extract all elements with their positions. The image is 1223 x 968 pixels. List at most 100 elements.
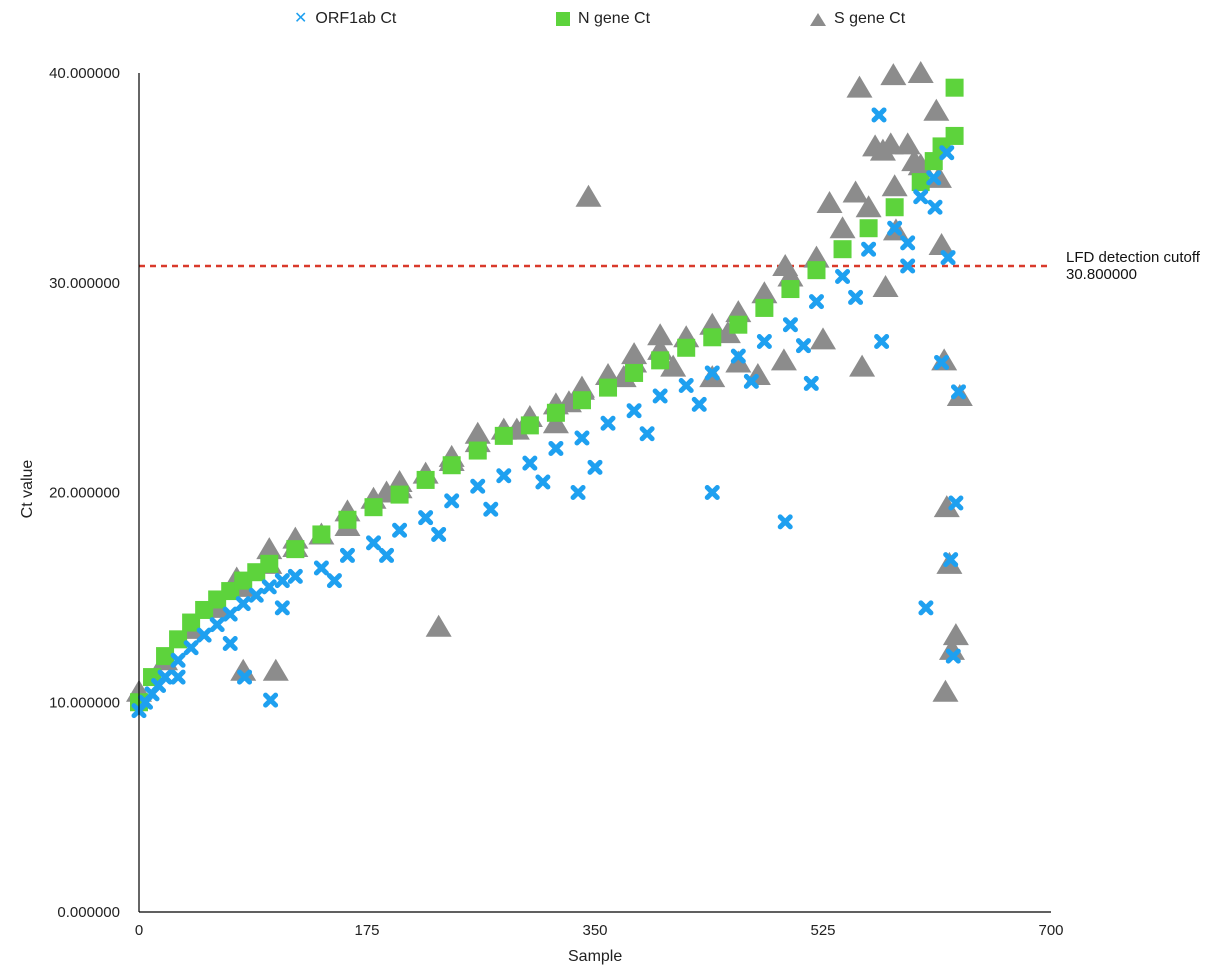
orf1ab-point <box>926 170 942 186</box>
orf1ab-point <box>730 348 746 364</box>
s-gene-point <box>881 174 908 197</box>
cutoff-annotation-value: 30.800000 <box>1066 266 1137 283</box>
axes-layer <box>138 73 1051 913</box>
x-tick-label: 525 <box>810 922 835 939</box>
x-axis-title: Sample <box>568 948 623 965</box>
orf1ab-point <box>835 268 851 284</box>
orf1ab-point <box>535 474 551 490</box>
n-gene-point <box>911 173 930 192</box>
orf1ab-point <box>848 289 864 305</box>
n-gene-point <box>468 441 487 460</box>
orf1ab-point <box>704 365 720 381</box>
s-gene-point <box>542 411 569 434</box>
n-gene-point <box>651 351 670 370</box>
n-gene-point <box>625 363 644 382</box>
n-gene-point <box>572 391 591 410</box>
x-tick-label: 0 <box>135 922 143 939</box>
s-gene-point <box>660 354 687 377</box>
s-gene-point <box>464 421 491 444</box>
s-gene-point <box>842 180 869 203</box>
n-gene-point <box>859 219 878 238</box>
s-gene-point <box>894 132 921 155</box>
legend-item-n-gene: N gene Ct <box>556 10 650 28</box>
s-gene-point <box>855 195 882 218</box>
y-tick-label: 10.000000 <box>49 694 120 711</box>
s-gene-point <box>923 98 950 121</box>
n-gene-point <box>924 152 943 171</box>
x-marker-icon: ✕ <box>294 10 308 27</box>
n-gene-point <box>807 261 826 280</box>
orf1ab-point <box>392 522 408 538</box>
y-tick-label: 40.000000 <box>49 65 120 82</box>
orf1ab-point <box>777 514 793 530</box>
n-gene-point <box>156 647 175 666</box>
x-tick-label: 350 <box>582 922 607 939</box>
orf1ab-point <box>496 468 512 484</box>
orf1ab-point <box>626 403 642 419</box>
s-gene-point <box>901 149 928 172</box>
s-gene-point <box>770 348 797 371</box>
y-tick-label: 0.000000 <box>57 904 120 921</box>
s-gene-point <box>928 232 955 255</box>
s-gene-point <box>907 61 934 83</box>
s-gene-point <box>262 658 289 681</box>
orf1ab-point <box>339 547 355 563</box>
legend-label-s-gene: S gene Ct <box>834 10 906 27</box>
orf1ab-point <box>444 493 460 509</box>
orf1ab-point <box>861 241 877 257</box>
orf1ab-point <box>945 648 961 664</box>
orf1ab-point <box>574 430 590 446</box>
n-gene-point <box>677 338 696 357</box>
n-gene-point <box>520 416 539 435</box>
x-tick-label: 700 <box>1038 922 1063 939</box>
triangle-marker-icon <box>810 12 826 26</box>
orf1ab-point <box>274 573 290 589</box>
cutoff-annotation: LFD detection cutoff 30.800000 <box>1066 249 1200 283</box>
series-orf1ab <box>131 107 966 719</box>
legend: ✕ ORF1ab Ct N gene Ct S gene Ct <box>0 10 1223 36</box>
s-gene-point <box>647 323 674 346</box>
orf1ab-point <box>691 396 707 412</box>
n-gene-point <box>286 540 305 559</box>
n-gene-point <box>169 630 188 649</box>
orf1ab-point <box>274 600 290 616</box>
n-gene-point <box>703 328 722 347</box>
s-gene-point <box>725 350 752 373</box>
orf1ab-point <box>237 669 253 685</box>
s-gene-point <box>714 321 741 344</box>
s-gene-point <box>425 614 452 637</box>
x-tick-label: 175 <box>354 922 379 939</box>
orf1ab-point <box>418 510 434 526</box>
n-gene-point <box>416 470 435 489</box>
s-gene-point <box>256 537 283 560</box>
orf1ab-point <box>652 388 668 404</box>
legend-label-orf1ab: ORF1ab Ct <box>315 10 397 27</box>
orf1ab-point <box>222 606 238 622</box>
s-gene-point <box>942 623 969 646</box>
orf1ab-point <box>600 415 616 431</box>
s-gene-point <box>810 327 836 350</box>
s-gene-point <box>880 63 907 86</box>
n-gene-point <box>390 485 409 504</box>
orf1ab-point <box>431 526 447 542</box>
orf1ab-point <box>209 617 225 633</box>
orf1ab-point <box>170 652 186 668</box>
n-gene-point <box>729 315 748 334</box>
orf1ab-point <box>913 189 929 205</box>
n-gene-point <box>945 78 964 97</box>
n-gene-point <box>599 378 618 397</box>
orf1ab-point <box>940 250 956 266</box>
orf1ab-point <box>379 547 395 563</box>
s-gene-point <box>772 253 799 276</box>
orf1ab-point <box>157 669 173 685</box>
orf1ab-point <box>900 235 916 251</box>
s-gene-point <box>575 184 602 207</box>
orf1ab-point <box>366 535 382 551</box>
orf1ab-point <box>756 333 772 349</box>
orf1ab-point <box>948 495 964 511</box>
legend-item-orf1ab: ✕ ORF1ab Ct <box>294 10 396 28</box>
orf1ab-point <box>939 145 955 161</box>
orf1ab-point <box>522 455 538 471</box>
n-gene-point <box>546 403 565 422</box>
n-gene-point <box>945 126 964 145</box>
